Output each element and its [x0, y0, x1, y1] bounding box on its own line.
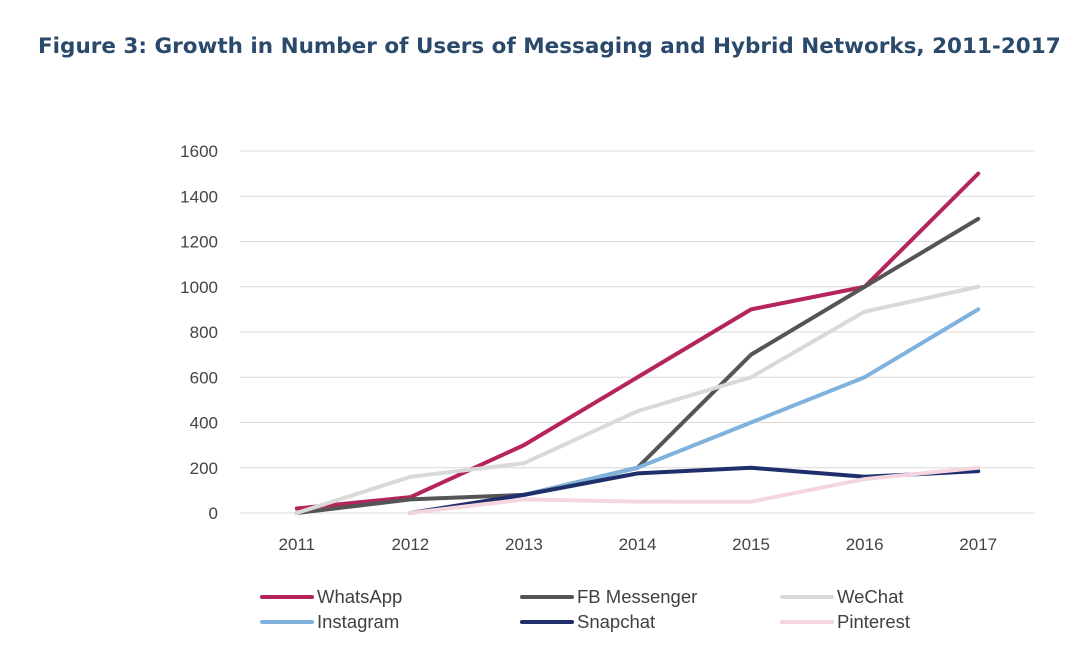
legend-label-pinterest: Pinterest — [837, 611, 910, 632]
y-tick-label: 600 — [190, 368, 218, 387]
x-tick-label: 2011 — [279, 535, 316, 554]
y-tick-label: 1200 — [180, 233, 218, 252]
y-tick-label: 1000 — [180, 278, 218, 297]
y-tick-label: 0 — [209, 504, 218, 523]
x-tick-label: 2016 — [846, 535, 884, 554]
y-tick-label: 1400 — [180, 187, 218, 206]
series-line-instagram — [521, 307, 981, 497]
series-line-pinterest — [408, 465, 981, 515]
series-line-whatsapp — [294, 171, 981, 511]
x-tick-label: 2017 — [959, 535, 997, 554]
legend-label-fb-messenger: FB Messenger — [577, 586, 697, 607]
x-tick-label: 2014 — [619, 535, 657, 554]
x-tick-label: 2015 — [732, 535, 770, 554]
legend-label-wechat: WeChat — [837, 586, 904, 607]
legend-label-whatsapp: WhatsApp — [317, 586, 402, 607]
y-tick-label: 200 — [190, 459, 218, 478]
gridlines — [240, 150, 1035, 514]
y-tick-label: 800 — [190, 323, 218, 342]
series-line-wechat — [294, 284, 981, 515]
series-lines — [294, 171, 981, 515]
y-axis-ticks: 0 200 400 600 800 1000 1200 1400 1600 — [180, 142, 218, 523]
x-axis-ticks: 2011 2012 2013 2014 2015 2016 2017 — [279, 535, 998, 554]
x-tick-label: 2013 — [505, 535, 543, 554]
x-tick-label: 2012 — [391, 535, 429, 554]
legend-label-snapchat: Snapchat — [577, 611, 655, 632]
legend: WhatsApp FB Messenger WeChat Instagram Snapc… — [260, 586, 910, 632]
chart-title: Figure 3: Growth in Number of Users of M… — [38, 34, 1061, 59]
y-tick-label: 1600 — [180, 142, 218, 161]
y-tick-label: 400 — [190, 414, 218, 433]
legend-label-instagram: Instagram — [317, 611, 399, 632]
